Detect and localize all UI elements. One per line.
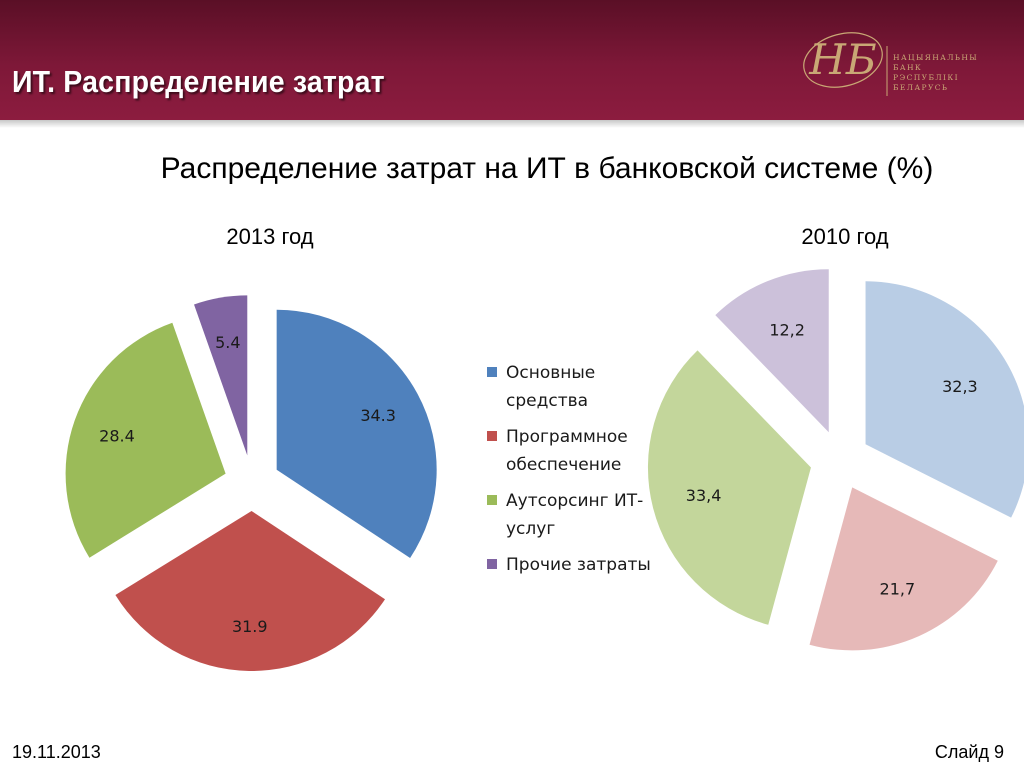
pie-slice-other-costs bbox=[194, 295, 248, 456]
pie-slice-software bbox=[809, 487, 998, 651]
logo-text-line: НАЦЫЯНАЛЬНЫ bbox=[893, 53, 979, 62]
legend-label: Программное bbox=[506, 427, 628, 447]
pie-slice-fixed-assets bbox=[865, 281, 1024, 518]
logo-monogram: НБ bbox=[808, 35, 877, 84]
footer-date: 19.11.2013 bbox=[12, 742, 101, 762]
slice-data-label: 12,2 bbox=[769, 320, 805, 339]
legend-label: Аутсорсинг ИТ- bbox=[506, 491, 644, 511]
pie-title-2013: 2013 год bbox=[226, 224, 314, 249]
legend-swatch bbox=[487, 431, 497, 441]
legend-label: услуг bbox=[506, 519, 556, 539]
slice-data-label: 32,3 bbox=[942, 377, 978, 396]
pie-slice-software bbox=[115, 510, 386, 671]
logo-text-line: БЕЛАРУСЬ bbox=[893, 83, 949, 92]
legend-label: средства bbox=[506, 391, 589, 411]
legend-label: обеспечение bbox=[506, 455, 622, 475]
legend-swatch bbox=[487, 495, 497, 505]
pie-title-2010: 2010 год bbox=[801, 224, 889, 249]
header-shadow bbox=[0, 120, 1024, 128]
chart-legend: Основные средства Программное обеспечени… bbox=[487, 359, 677, 587]
slice-data-label: 5.4 bbox=[215, 333, 240, 352]
legend-item: Прочие затраты bbox=[487, 551, 677, 579]
bank-logo-icon: НБ bbox=[803, 32, 888, 96]
slide-header bbox=[0, 0, 1024, 120]
slice-data-label: 34.3 bbox=[360, 406, 396, 425]
chart-subtitle: Распределение затрат на ИТ в банковской … bbox=[160, 152, 934, 185]
legend-label: Прочие затраты bbox=[506, 555, 651, 575]
legend-swatch bbox=[487, 367, 497, 377]
slice-data-label: 33,4 bbox=[686, 486, 722, 505]
legend-item: Программное обеспечение bbox=[487, 423, 677, 479]
legend-item: Основные средства bbox=[487, 359, 677, 415]
legend-label: Основные bbox=[506, 363, 596, 383]
logo-text: НАЦЫЯНАЛЬНЫ БАНК РЭСПУБЛІКІ БЕЛАРУСЬ bbox=[893, 53, 1003, 93]
logo-text-line: БАНК bbox=[893, 63, 923, 72]
logo-text-line: РЭСПУБЛІКІ bbox=[893, 73, 959, 82]
slice-data-label: 31.9 bbox=[232, 617, 268, 636]
slice-data-label: 21,7 bbox=[880, 580, 916, 599]
slide-title: ИТ. Распределение затрат bbox=[12, 64, 385, 99]
pie-slice-other-costs bbox=[715, 269, 829, 433]
legend-swatch bbox=[487, 559, 497, 569]
pie-slice-it-outsourcing bbox=[65, 322, 226, 558]
slide-number: Слайд 9 bbox=[934, 742, 1004, 762]
pie-slice-fixed-assets bbox=[276, 309, 437, 559]
slice-data-label: 28.4 bbox=[99, 426, 135, 445]
legend-item: Аутсорсинг ИТ- услуг bbox=[487, 487, 677, 543]
pie-slice-it-outsourcing bbox=[647, 350, 811, 625]
